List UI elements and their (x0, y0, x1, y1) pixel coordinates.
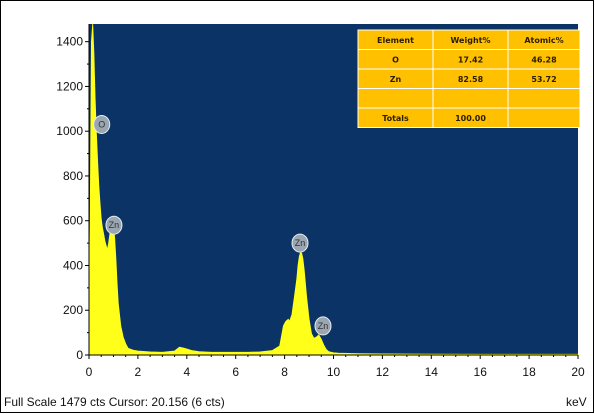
y-tick-label: 400 (63, 258, 83, 272)
peak-label-text: Zn (318, 321, 329, 331)
x-tick-label: 14 (425, 365, 439, 379)
peak-label: O (93, 114, 111, 134)
x-tick-label: 8 (281, 365, 288, 379)
footer-status-text: Full Scale 1479 cts Cursor: 20.156 (6 ct… (4, 395, 225, 409)
table-cell: 17.42 (458, 55, 483, 64)
peak-label-bubble (105, 215, 123, 235)
spectrum-area (88, 23, 579, 356)
table-background (357, 29, 581, 128)
peak-label-bubble (314, 316, 332, 336)
table-header-cell: Weight% (451, 36, 491, 45)
table-cell: 53.72 (531, 75, 556, 84)
x-tick-label: 18 (522, 365, 536, 379)
x-tick-label: 16 (474, 365, 488, 379)
x-tick-label: 2 (135, 365, 142, 379)
y-tick-label: 1400 (56, 35, 83, 49)
table-cell: 100.00 (455, 114, 486, 123)
peak-label: Zn (291, 233, 309, 253)
peak-label-text: Zn (295, 238, 306, 248)
x-tick-label: 0 (86, 365, 93, 379)
x-tick-label: 6 (232, 365, 239, 379)
y-tick-label: 1200 (56, 79, 83, 93)
peak-label: Zn (314, 316, 332, 336)
peak-label-text: Zn (109, 220, 120, 230)
x-tick-label: 4 (183, 365, 190, 379)
table-header-cell: Element (377, 36, 414, 45)
spectrum-layer (88, 23, 579, 356)
y-tick-label: 800 (63, 169, 83, 183)
y-tick-label: 0 (76, 348, 83, 362)
table-cell: Zn (390, 75, 402, 84)
axes-layer: 0 200 400 600 800 1000 1200 1400 0 2 4 6 8 10 12 14 16 18… (56, 24, 585, 379)
table-header-cell: Atomic% (524, 36, 563, 45)
peak-label: Zn (105, 215, 123, 235)
table-cell: 46.28 (531, 55, 557, 64)
table-cell: Totals (382, 114, 409, 123)
x-tick-label: 20 (571, 365, 585, 379)
x-tick-label: 10 (327, 365, 341, 379)
peak-label-text: O (98, 119, 105, 129)
peak-label-bubble (291, 233, 309, 253)
x-tick-label: 12 (376, 365, 390, 379)
peak-labels-layer: O Zn Zn Zn (93, 114, 332, 336)
peak-label-bubble (93, 114, 111, 134)
x-unit-label: keV (566, 395, 587, 409)
y-tick-label: 600 (63, 214, 83, 228)
table-cell: O (392, 55, 399, 64)
table-cell: 82.58 (458, 75, 484, 84)
y-tick-label: 1000 (56, 124, 83, 138)
y-tick-label: 200 (63, 303, 83, 317)
results-table: Element Weight% Atomic% O 17.42 46.28 Zn 82.58 5… (357, 29, 581, 128)
